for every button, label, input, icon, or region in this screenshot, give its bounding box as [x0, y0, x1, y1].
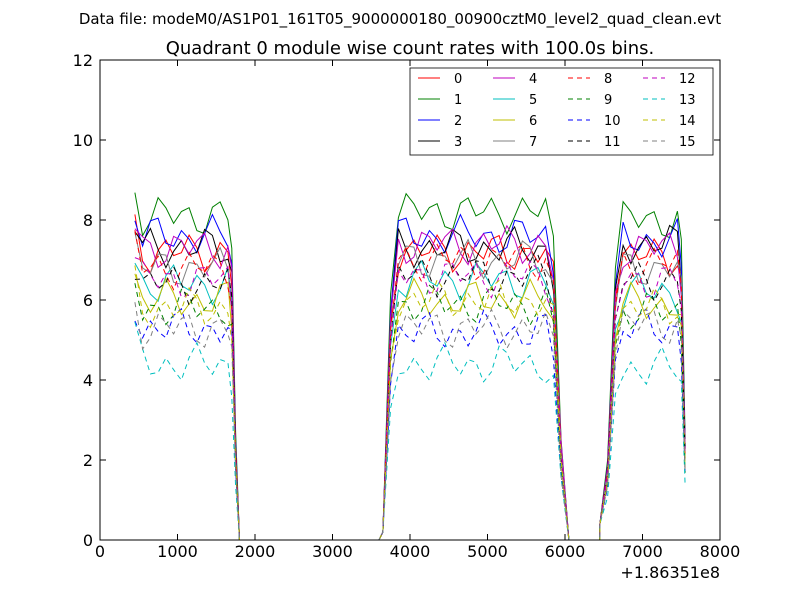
series-line-4	[134, 224, 686, 541]
x-tick-label: 6000	[545, 542, 586, 561]
legend-label: 13	[679, 93, 696, 108]
y-tick-label: 8	[83, 211, 93, 230]
x-tick-label: 8000	[700, 542, 741, 561]
legend-label: 5	[529, 93, 537, 108]
x-tick-label: 4000	[390, 542, 431, 561]
x-tick-label: 3000	[312, 542, 353, 561]
legend-label: 9	[604, 93, 612, 108]
series-line-5	[134, 259, 686, 541]
x-offset-label: +1.86351e8	[620, 563, 720, 582]
legend-label: 6	[529, 114, 537, 129]
legend-label: 8	[604, 72, 612, 87]
y-tick-label: 6	[83, 291, 93, 310]
legend-label: 4	[529, 72, 537, 87]
series-line-12	[134, 257, 686, 541]
y-tick-label: 10	[73, 131, 93, 150]
legend-label: 14	[679, 114, 696, 129]
series-line-13	[134, 321, 686, 541]
series-line-6	[134, 273, 686, 541]
x-axis: 0 1000 2000 3000 4000 5000 6000 7000 8000	[95, 60, 740, 561]
legend-label: 10	[604, 114, 621, 129]
legend-label: 0	[454, 72, 462, 87]
legend-label: 11	[604, 135, 621, 150]
legend-label: 7	[529, 135, 537, 150]
legend-label: 2	[454, 114, 462, 129]
y-tick-label: 2	[83, 451, 93, 470]
series-line-8	[134, 230, 686, 541]
legend-label: 12	[679, 72, 696, 87]
legend-label: 1	[454, 93, 462, 108]
x-tick-label: 7000	[622, 542, 663, 561]
series-line-14	[134, 265, 686, 541]
y-tick-label: 4	[83, 371, 93, 390]
x-tick-label: 5000	[467, 542, 508, 561]
y-tick-label: 12	[73, 51, 93, 70]
legend-label: 15	[679, 135, 696, 150]
y-tick-label: 0	[83, 531, 93, 550]
series-line-3	[134, 224, 686, 541]
x-tick-label: 1000	[157, 542, 198, 561]
series-layer	[134, 192, 686, 541]
legend-label: 3	[454, 135, 462, 150]
x-tick-label: 2000	[235, 542, 276, 561]
series-line-10	[134, 307, 686, 541]
series-line-15	[134, 302, 686, 541]
x-tick-label: 0	[95, 542, 105, 561]
chart-title: Quadrant 0 module wise count rates with …	[166, 38, 655, 59]
chart-suptitle: Data file: modeM0/AS1P01_161T05_90000001…	[79, 10, 721, 29]
